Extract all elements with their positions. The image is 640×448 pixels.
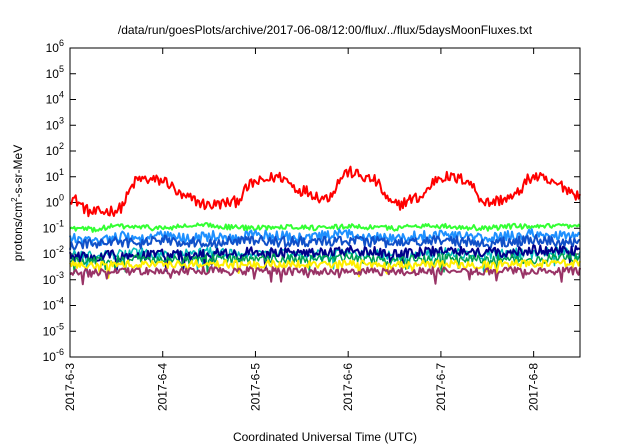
- series-line-6: [69, 252, 581, 274]
- x-tick-label: 2017-6-5: [248, 363, 262, 411]
- y-tick-label: 106: [46, 38, 64, 55]
- y-tick-label: 10-2: [43, 244, 64, 261]
- series-line-3: [69, 234, 581, 251]
- x-tick-label: 2017-6-8: [527, 363, 541, 411]
- series-line-5: [69, 244, 581, 272]
- y-tick-label: 102: [46, 141, 64, 158]
- y-tick-label: 104: [46, 90, 64, 107]
- y-tick-label: 10-6: [43, 347, 64, 364]
- y-tick-label: 100: [46, 193, 64, 210]
- x-axis-label: Coordinated Universal Time (UTC): [233, 430, 417, 444]
- y-tick-label: 10-3: [43, 270, 64, 287]
- x-tick-label: 2017-6-3: [63, 363, 77, 411]
- y-tick-label: 10-4: [43, 296, 64, 313]
- x-axis: 2017-6-3 2017-6-4 2017-6-5 2017-6-6 2017-6-7…: [63, 48, 541, 411]
- x-tick-label: 2017-6-6: [341, 363, 355, 411]
- series-line-7: [69, 259, 581, 279]
- plot-frame: [69, 47, 581, 358]
- y-tick-label: 10-1: [43, 218, 64, 235]
- x-tick-label: 2017-6-7: [434, 363, 448, 411]
- chart-title: /data/run/goesPlots/archive/2017-06-08/1…: [118, 23, 533, 37]
- series-layer: [69, 165, 581, 286]
- x-tick-label: 2017-6-4: [156, 363, 170, 411]
- y-axis: 10-6 10-5 10-4 10-3 10-2 10-1 100 101 102 103 104 1…: [43, 38, 580, 364]
- y-tick-label: 10-5: [43, 321, 64, 338]
- series-line-1: [69, 222, 581, 233]
- series-line-2: [69, 228, 581, 247]
- y-axis-label-base: protons/cm: [11, 202, 25, 261]
- y-tick-label: 105: [46, 64, 64, 81]
- y-tick-label: 101: [46, 167, 64, 184]
- series-line-8: [69, 265, 581, 286]
- y-axis-label-rest: -s-sr-MeV: [11, 145, 25, 198]
- series-line-0: [69, 165, 581, 218]
- y-axis-label: protons/cm2-s-sr-MeV: [10, 145, 25, 261]
- y-axis-label-sup: 2: [10, 197, 19, 202]
- y-tick-label: 103: [46, 115, 64, 132]
